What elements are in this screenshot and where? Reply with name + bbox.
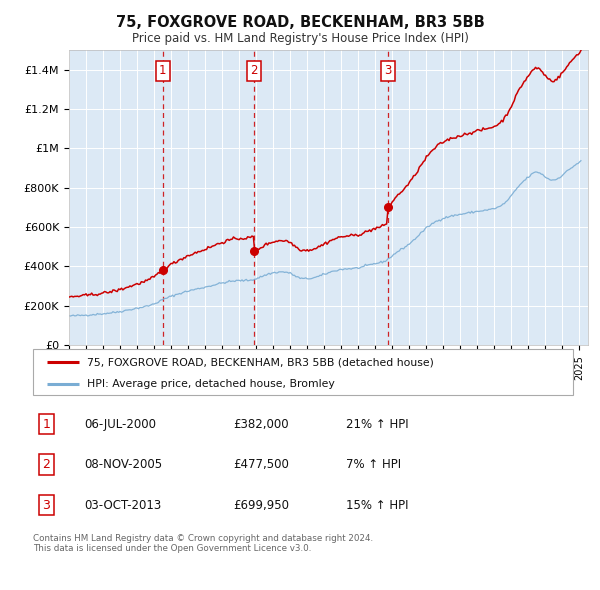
Text: 2: 2: [43, 458, 50, 471]
Text: 3: 3: [43, 499, 50, 512]
Text: £382,000: £382,000: [233, 418, 289, 431]
Text: 15% ↑ HPI: 15% ↑ HPI: [346, 499, 409, 512]
Text: 3: 3: [385, 64, 392, 77]
Text: £477,500: £477,500: [233, 458, 289, 471]
Text: HPI: Average price, detached house, Bromley: HPI: Average price, detached house, Brom…: [87, 379, 335, 389]
Text: 21% ↑ HPI: 21% ↑ HPI: [346, 418, 409, 431]
Text: 08-NOV-2005: 08-NOV-2005: [84, 458, 163, 471]
Text: 2: 2: [250, 64, 257, 77]
Text: 06-JUL-2000: 06-JUL-2000: [84, 418, 156, 431]
Text: 1: 1: [43, 418, 50, 431]
Text: £699,950: £699,950: [233, 499, 289, 512]
Text: 03-OCT-2013: 03-OCT-2013: [84, 499, 161, 512]
FancyBboxPatch shape: [33, 349, 573, 395]
Text: Contains HM Land Registry data © Crown copyright and database right 2024.
This d: Contains HM Land Registry data © Crown c…: [33, 534, 373, 553]
Text: Price paid vs. HM Land Registry's House Price Index (HPI): Price paid vs. HM Land Registry's House …: [131, 32, 469, 45]
Text: 7% ↑ HPI: 7% ↑ HPI: [346, 458, 401, 471]
Text: 1: 1: [159, 64, 167, 77]
Text: 75, FOXGROVE ROAD, BECKENHAM, BR3 5BB: 75, FOXGROVE ROAD, BECKENHAM, BR3 5BB: [116, 15, 484, 30]
Text: 75, FOXGROVE ROAD, BECKENHAM, BR3 5BB (detached house): 75, FOXGROVE ROAD, BECKENHAM, BR3 5BB (d…: [87, 357, 434, 367]
